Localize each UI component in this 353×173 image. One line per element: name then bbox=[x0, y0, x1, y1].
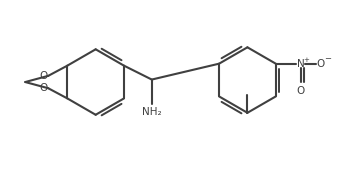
Text: NH₂: NH₂ bbox=[142, 107, 162, 117]
Text: O: O bbox=[297, 86, 305, 97]
Text: +: + bbox=[303, 57, 309, 63]
Text: O: O bbox=[39, 71, 47, 81]
Text: N: N bbox=[297, 59, 304, 69]
Text: O: O bbox=[316, 59, 324, 69]
Text: −: − bbox=[324, 54, 331, 63]
Text: O: O bbox=[39, 83, 47, 93]
